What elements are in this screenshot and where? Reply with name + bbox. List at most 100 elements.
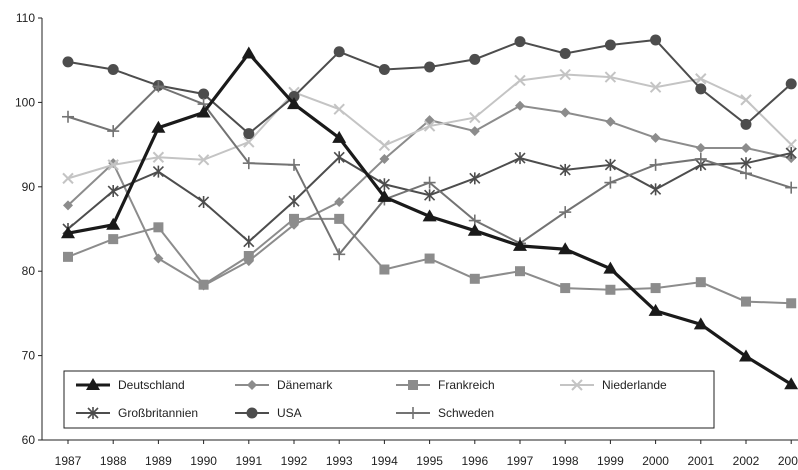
data-point	[786, 78, 797, 89]
x-tick-label: 1995	[416, 454, 443, 468]
data-point	[469, 54, 480, 65]
data-point	[696, 143, 706, 153]
legend-label: Großbritannien	[118, 406, 198, 420]
diamond-shape	[696, 143, 706, 153]
circle-shape	[334, 46, 345, 57]
circle-shape	[198, 88, 209, 99]
square-shape	[470, 274, 480, 284]
legend-label: Dänemark	[277, 378, 333, 392]
x-tick-label: 1988	[100, 454, 127, 468]
data-point	[651, 183, 661, 195]
diamond-shape	[741, 143, 751, 153]
legend-label: USA	[277, 406, 302, 420]
data-point	[108, 185, 118, 197]
square-shape	[63, 252, 73, 262]
circle-shape	[469, 54, 480, 65]
data-point	[62, 111, 74, 123]
x-tick-label: 1991	[235, 454, 262, 468]
data-point	[696, 277, 706, 287]
series-niederlande	[63, 70, 796, 184]
diamond-shape	[470, 126, 480, 136]
circle-shape	[650, 34, 661, 45]
square-marker	[408, 380, 418, 390]
diamond-shape	[153, 254, 163, 264]
data-point	[605, 285, 615, 295]
data-point	[560, 108, 570, 118]
data-point	[108, 64, 119, 75]
data-point	[63, 173, 73, 183]
diamond-shape	[515, 101, 525, 111]
circle-shape	[741, 119, 752, 130]
circle-shape	[63, 56, 74, 67]
circle-shape	[424, 61, 435, 72]
x-tick-label: 1992	[281, 454, 308, 468]
diamond-shape	[651, 133, 661, 143]
data-point	[741, 297, 751, 307]
x-axis-ticks: 1987 1988 1989 1990 1991 1992 1993 1994 1995 1996…	[55, 440, 798, 468]
y-tick-label: 90	[22, 180, 36, 194]
data-point	[108, 234, 118, 244]
square-shape	[379, 265, 389, 275]
data-point	[334, 214, 344, 224]
x-tick-label: 1996	[461, 454, 488, 468]
data-point	[199, 280, 209, 290]
data-point	[741, 95, 751, 105]
circle-shape	[379, 64, 390, 75]
data-point	[651, 283, 661, 293]
legend-item: Deutschland	[76, 378, 185, 392]
x-tick-label: 1994	[371, 454, 398, 468]
data-point	[199, 196, 209, 208]
square-shape	[289, 214, 299, 224]
x-tick-label: 1998	[552, 454, 579, 468]
data-point	[740, 167, 752, 179]
circle-shape	[108, 64, 119, 75]
circle-shape	[786, 78, 797, 89]
x-tick-label: 2002	[733, 454, 760, 468]
legend-label: Deutschland	[118, 378, 185, 392]
data-point	[425, 254, 435, 264]
data-point	[559, 206, 571, 218]
circle-shape	[560, 48, 571, 59]
legend-label: Frankreich	[438, 378, 495, 392]
data-point	[106, 218, 120, 230]
diamond-shape	[605, 117, 615, 127]
y-axis-ticks: 60708090100110	[15, 11, 42, 447]
series-deutschland	[61, 46, 798, 389]
square-shape	[244, 251, 254, 261]
x-tick-label: 2001	[687, 454, 714, 468]
legend-item: Frankreich	[396, 378, 495, 392]
legend: Deutschland Dänemark Frankreich Niederlande…	[64, 371, 714, 428]
data-point	[605, 40, 616, 51]
circle-shape	[695, 83, 706, 94]
square-shape	[334, 214, 344, 224]
y-tick-label: 80	[22, 264, 36, 278]
data-point	[379, 140, 389, 150]
data-point	[560, 48, 571, 59]
data-point	[741, 143, 751, 153]
square-shape	[515, 266, 525, 276]
data-point	[63, 252, 73, 262]
data-point	[741, 119, 752, 130]
x-tick-label: 1987	[55, 454, 82, 468]
data-point	[379, 265, 389, 275]
data-point	[695, 153, 707, 165]
x-tick-label: 1989	[145, 454, 172, 468]
circle-shape	[605, 40, 616, 51]
circle-marker	[247, 408, 258, 419]
data-point	[470, 172, 480, 184]
data-point	[242, 46, 256, 58]
data-point	[515, 101, 525, 111]
circle-shape	[247, 408, 258, 419]
x-tick-label: 2000	[642, 454, 669, 468]
data-point	[650, 159, 662, 171]
legend-label: Niederlande	[602, 378, 667, 392]
series-group	[61, 34, 798, 389]
square-shape	[199, 280, 209, 290]
data-point	[651, 133, 661, 143]
square-shape	[108, 234, 118, 244]
circle-shape	[515, 36, 526, 47]
square-shape	[696, 277, 706, 287]
data-point	[695, 83, 706, 94]
data-point	[605, 117, 615, 127]
x-tick-label: 1997	[507, 454, 534, 468]
